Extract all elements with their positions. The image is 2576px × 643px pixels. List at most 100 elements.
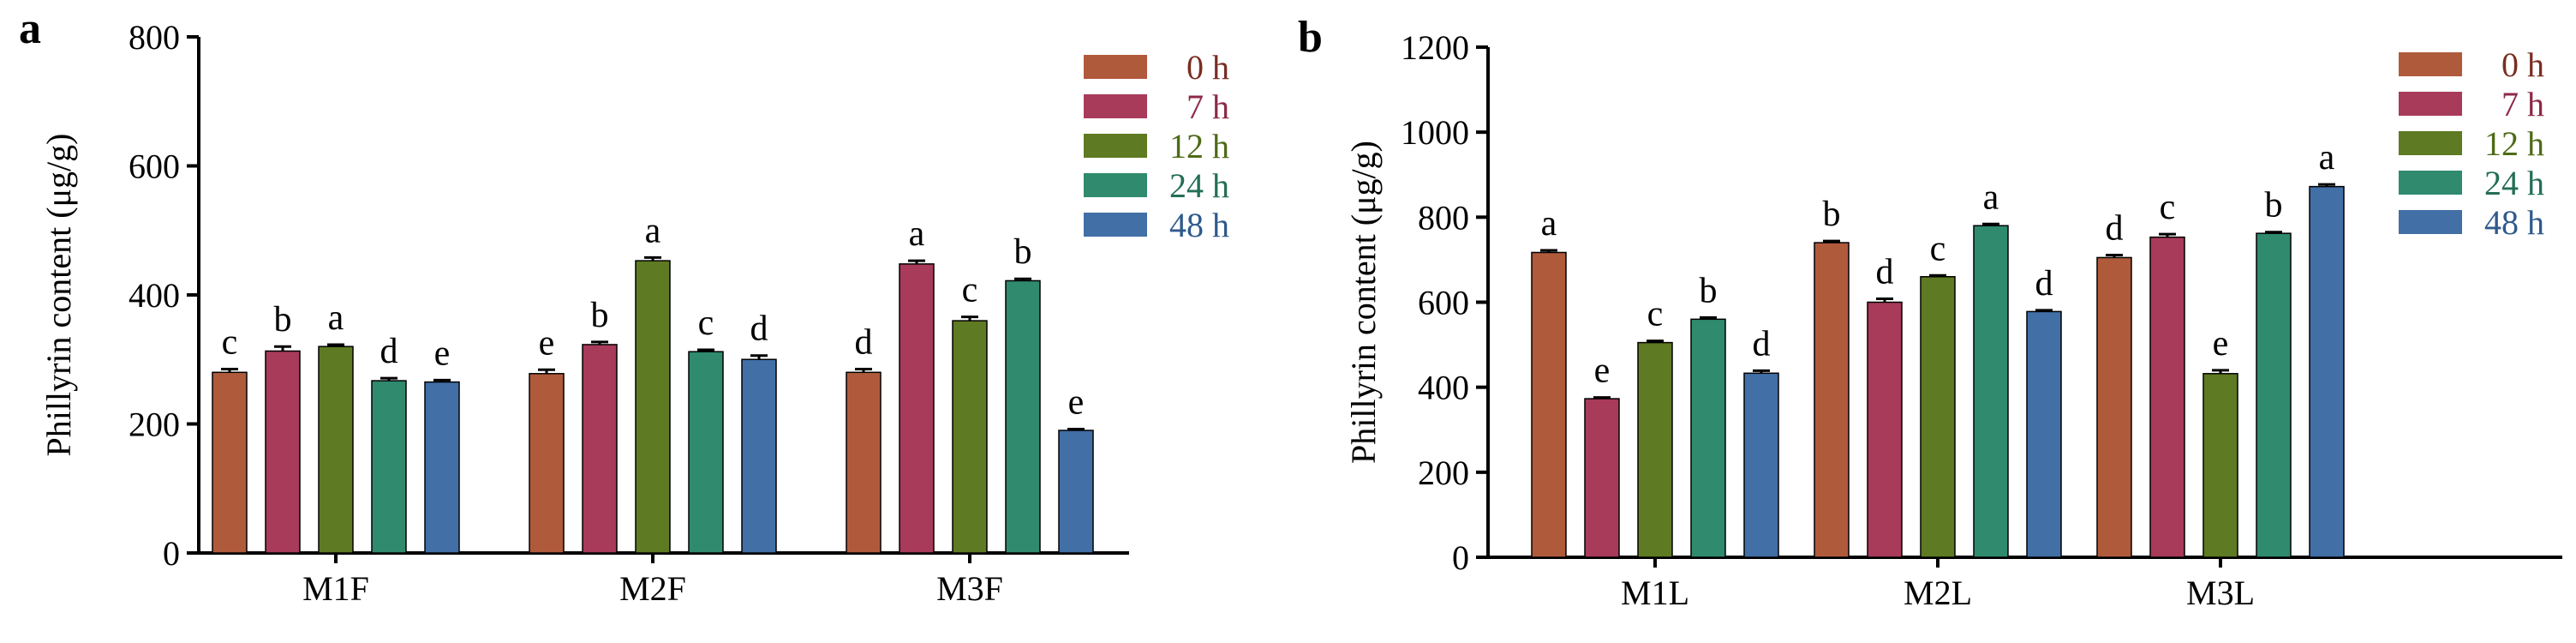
panel-label: b [1298,13,1323,62]
bar-M3F-0h [846,371,882,554]
bar-M1L-7h [1584,398,1620,558]
significance-letter: a [645,211,661,250]
x-tick-label: M1L [1621,574,1689,612]
bar-M2L-48h [2026,310,2062,558]
y-tick-label: 1200 [1401,28,1469,67]
legend-swatch-48h [1084,213,1147,237]
legend: 0 h7 h12 h24 h48 h [2399,45,2544,242]
y-tick-label: 1000 [1401,113,1469,152]
bar-M1L-12h [1637,341,1673,558]
significance-letter: c [1647,295,1664,334]
x-tick-label: M2L [1904,574,1972,612]
y-tick-label: 200 [1418,454,1469,492]
significance-letter: e [434,334,451,373]
bar-M1F-7h [265,350,301,554]
legend-swatch-12h [1084,134,1147,158]
legend-swatch-0h [1084,55,1147,79]
bar-M2F-48h [741,358,777,554]
significance-letter: d [1753,324,1771,364]
bar-M3L-7h [2149,236,2185,558]
bar-M2L-12h [1920,276,1956,558]
significance-letter: e [1068,383,1085,423]
panel-label: a [19,4,41,53]
x-tick-label: M2F [619,569,686,608]
y-tick-label: 400 [129,276,180,315]
legend-label: 48 h [2484,203,2544,242]
significance-letter: c [2160,188,2176,227]
bar-M1F-12h [318,346,354,554]
significance-letter: d [750,309,768,349]
y-tick-label: 600 [1418,284,1469,322]
significance-letter: b [1014,232,1032,272]
significance-letter: b [591,296,609,335]
bar-M2F-12h [635,260,671,554]
significance-letter: a [328,298,344,338]
bar-M3L-48h [2309,185,2345,558]
significance-letter: e [539,323,555,363]
y-tick-label: 800 [129,18,180,57]
y-tick-label: 600 [129,147,180,186]
significance-letter: b [1700,271,1718,310]
legend-swatch-7h [1084,94,1147,118]
bar-M3L-24h [2256,232,2292,558]
bar-M3L-12h [2202,373,2238,558]
y-tick-label: 0 [163,534,180,573]
legend-swatch-24h [2399,171,2462,195]
bar-M1L-24h [1690,318,1726,558]
bar-M3F-48h [1058,430,1094,554]
chart-panel-b: b 0 200 400 600 800 1000 1200 Phillyrin content … [1298,13,2562,612]
significance-letter: a [1983,177,1999,217]
x-tick-label: M3L [2186,574,2255,612]
legend: 0 h7 h12 h24 h48 h [1084,48,1229,244]
bar-M2F-7h [582,344,618,554]
significance-letter: d [855,323,873,363]
bar-M2L-24h [1973,225,2009,558]
legend-label: 24 h [2484,164,2544,202]
bar-M2L-0h [1814,242,1850,558]
significance-letter: c [1930,229,1946,268]
bar-M1F-0h [212,371,248,554]
bar-M3F-7h [899,263,935,554]
significance-letter: e [1594,352,1611,391]
y-tick-label: 0 [1452,538,1469,577]
significance-letter: d [2106,208,2124,248]
legend-swatch-0h [2399,52,2462,76]
y-tick-label: 800 [1418,198,1469,237]
significance-letter: a [1541,204,1557,243]
legend-swatch-12h [2399,131,2462,155]
legend-swatch-24h [1084,173,1147,197]
significance-letter: a [2319,138,2335,177]
x-tick-label: M1F [302,569,369,608]
significance-letter: d [2035,264,2053,303]
legend-label: 7 h [1186,87,1229,126]
legend-label: 24 h [1169,166,1229,205]
bar-M1L-48h [1743,372,1779,558]
significance-letter: b [274,300,292,340]
bar-M3F-24h [1005,279,1041,554]
x-tick-label: M3F [936,569,1003,608]
legend-label: 48 h [1169,206,1229,244]
legend-label: 7 h [2501,85,2544,123]
significance-letter: c [962,271,978,310]
significance-letter: e [2213,324,2229,364]
y-tick-label: 200 [129,406,180,444]
legend-swatch-48h [2399,210,2462,234]
significance-letter: c [698,303,714,343]
y-axis-label: Phillyrin content (μg/g) [39,134,78,457]
bar-M3L-0h [2096,256,2132,558]
significance-letter: d [380,332,398,371]
legend-label: 0 h [1186,48,1229,87]
significance-letter: b [2265,186,2283,225]
legend-swatch-7h [2399,92,2462,116]
significance-letter: d [1876,253,1894,292]
legend-label: 0 h [2501,45,2544,84]
significance-letter: b [1823,195,1841,234]
bar-M2L-7h [1867,301,1903,558]
bar-M1F-24h [371,380,407,554]
legend-label: 12 h [1169,127,1229,165]
bar-M1L-0h [1531,251,1567,558]
bar-M1F-48h [424,381,460,554]
significance-letter: c [222,323,238,363]
